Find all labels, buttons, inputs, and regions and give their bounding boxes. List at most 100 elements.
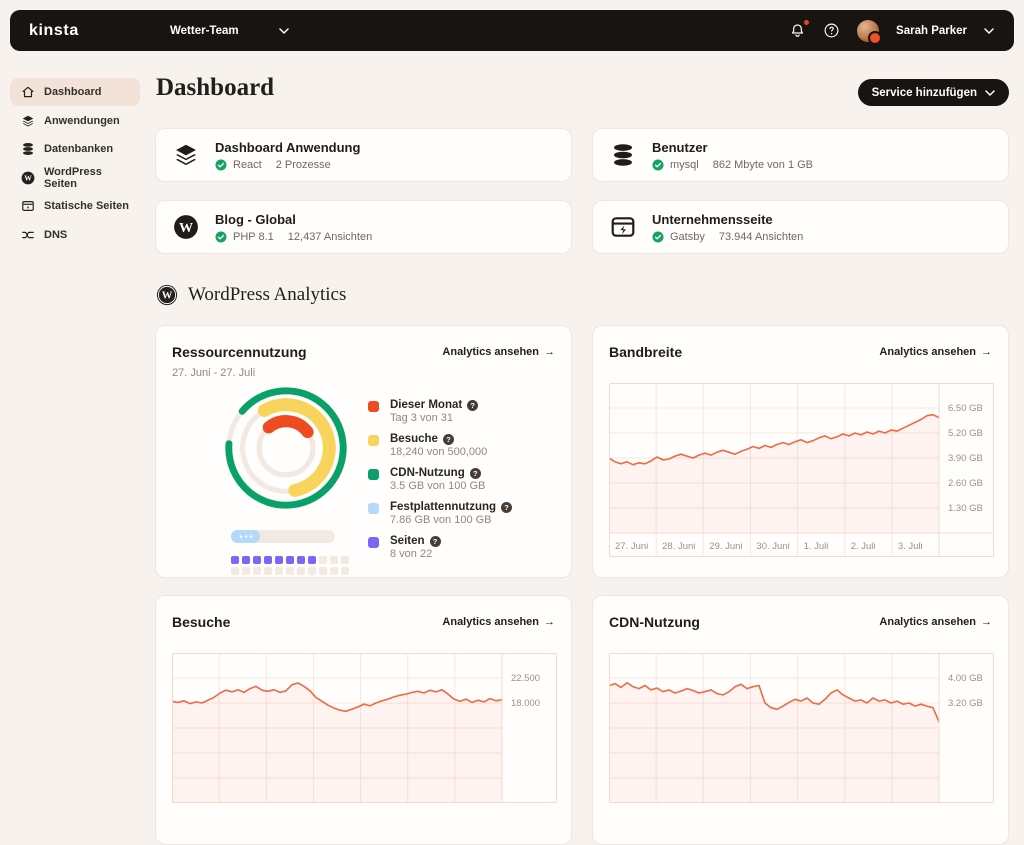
team-selector[interactable]: Wetter-Team: [170, 25, 289, 37]
sidebar-item-statische-seiten[interactable]: Statische Seiten: [10, 192, 140, 220]
help-icon[interactable]: ?: [429, 535, 441, 547]
add-service-button[interactable]: Service hinzufügen: [857, 79, 1009, 106]
legend-item: Besuche? 18,240 von 500,000: [368, 433, 512, 458]
arrow-right-icon: →: [981, 616, 992, 628]
avatar[interactable]: [857, 19, 883, 45]
legend-label: Besuche: [390, 433, 438, 445]
help-button[interactable]: [823, 22, 840, 39]
page-dot: [231, 567, 239, 575]
pages-dots: [231, 556, 353, 575]
legend-item: CDN-Nutzung? 3.5 GB von 100 GB: [368, 467, 512, 492]
analytics-section-title: WordPress Analytics: [188, 284, 347, 305]
chevron-down-icon[interactable]: [984, 27, 994, 34]
arrow-right-icon: →: [981, 346, 992, 358]
card-title: Ressourcennutzung: [172, 344, 307, 360]
static-site-icon: [609, 214, 637, 240]
sidebar-item-label: DNS: [44, 228, 68, 241]
help-icon[interactable]: ?: [467, 399, 479, 411]
legend-detail: 7.86 GB von 100 GB: [390, 514, 492, 526]
page-dot: [264, 567, 272, 575]
legend-swatch: [368, 469, 379, 480]
arrow-right-icon: →: [544, 616, 555, 628]
page-dot: [264, 556, 272, 564]
analytics-link[interactable]: Analytics ansehen →: [879, 346, 992, 358]
legend-item: Dieser Monat? Tag 3 von 31: [368, 399, 512, 424]
legend-label: CDN-Nutzung: [390, 467, 465, 479]
sidebar-item-datenbanken[interactable]: Datenbanken: [10, 135, 140, 163]
add-service-label: Service hinzufügen: [871, 86, 977, 99]
static-site-icon: [20, 199, 35, 213]
sidebar: Dashboard Anwendungen Datenbanken W Word…: [10, 78, 140, 249]
analytics-link[interactable]: Analytics ansehen →: [879, 616, 992, 628]
topbar: kinsta Wetter-Team Sarah Parker: [10, 10, 1014, 51]
sidebar-item-anwendungen[interactable]: Anwendungen: [10, 107, 140, 135]
svg-text:W: W: [24, 173, 32, 182]
wordpress-icon: W: [172, 214, 200, 240]
page-dot: [286, 567, 294, 575]
help-icon[interactable]: ?: [501, 501, 513, 513]
analytics-link[interactable]: Analytics ansehen →: [442, 346, 555, 358]
topbar-right: Sarah Parker: [789, 19, 1014, 45]
legend-item: Festplattennutzung? 7.86 GB von 100 GB: [368, 501, 513, 526]
bell-icon: [791, 23, 804, 37]
service-meta: 12,437 Ansichten: [287, 230, 373, 243]
svg-text:2. Juli: 2. Juli: [851, 541, 876, 552]
resource-donut-chart: [225, 387, 347, 509]
page-dot: [253, 567, 261, 575]
page-dot: [297, 556, 305, 564]
analytics-link-label: Analytics ansehen: [442, 346, 539, 358]
page-dot: [242, 556, 250, 564]
sidebar-item-dns[interactable]: DNS: [10, 221, 140, 249]
arrow-right-icon: →: [544, 346, 555, 358]
page-dot: [330, 567, 338, 575]
help-icon[interactable]: ?: [442, 433, 454, 445]
service-status: Gatsby: [670, 230, 705, 243]
legend-detail: 3.5 GB von 100 GB: [390, 480, 486, 492]
page-dot: [330, 556, 338, 564]
help-icon[interactable]: ?: [469, 467, 481, 479]
sidebar-item-dashboard[interactable]: Dashboard: [10, 78, 140, 106]
bandwidth-line-chart: 6.50 GB 5.20 GB 3.90 GB 2.60 GB 1.30 GB 27. J…: [609, 383, 994, 557]
service-card-unternehmensseite[interactable]: Unternehmensseite Gatsby 73.944 Ansichte…: [592, 200, 1009, 254]
service-card-blog-global[interactable]: W Blog - Global PHP 8.1 12,437 Ansichten: [155, 200, 572, 254]
database-icon: [609, 142, 637, 168]
analytics-cards-top: Ressourcennutzung Analytics ansehen → 27…: [155, 325, 1009, 578]
analytics-link-label: Analytics ansehen: [442, 616, 539, 628]
status-ok-icon: [215, 231, 227, 242]
service-card-benutzer[interactable]: Benutzer mysql 862 Mbyte von 1 GB: [592, 128, 1009, 182]
home-icon: [20, 85, 35, 99]
sidebar-item-label: Statische Seiten: [44, 200, 129, 212]
page-dot: [308, 556, 316, 564]
legend-detail: 18,240 von 500,000: [390, 446, 488, 458]
chevron-down-icon: [985, 89, 995, 96]
analytics-cards-bottom: Besuche Analytics ansehen → 22.500 18.000…: [155, 595, 1009, 845]
bandwidth-card: Bandbreite Analytics ansehen → 6.50 GB 5.…: [592, 325, 1009, 578]
legend-swatch: [368, 435, 379, 446]
resource-usage-card: Ressourcennutzung Analytics ansehen → 27…: [155, 325, 572, 578]
service-card-title: Dashboard Anwendung: [215, 139, 361, 155]
notifications-button[interactable]: [789, 19, 810, 40]
card-title: Besuche: [172, 614, 231, 630]
svg-text:5.20 GB: 5.20 GB: [948, 428, 983, 439]
visits-card: Besuche Analytics ansehen → 22.500 18.000: [155, 595, 572, 845]
svg-text:22.500: 22.500: [511, 673, 540, 684]
legend-swatch: [368, 503, 379, 514]
sidebar-item-wordpress-seiten[interactable]: W WordPress Seiten: [10, 164, 140, 192]
sidebar-item-label: Dashboard: [44, 86, 102, 98]
svg-text:2.60 GB: 2.60 GB: [948, 478, 983, 489]
service-meta: 73.944 Ansichten: [718, 230, 804, 243]
legend-item: Seiten? 8 von 22: [368, 535, 512, 560]
analytics-link[interactable]: Analytics ansehen →: [442, 616, 555, 628]
service-card-dashboard-anwendung[interactable]: Dashboard Anwendung React 2 Prozesse: [155, 128, 572, 182]
svg-text:6.50 GB: 6.50 GB: [948, 403, 983, 414]
legend-swatch: [368, 537, 379, 548]
sidebar-item-label: Anwendungen: [44, 114, 120, 127]
question-circle-icon: [824, 23, 839, 38]
page-dot: [242, 567, 250, 575]
resource-visuals: [172, 383, 367, 575]
status-ok-icon: [652, 159, 664, 170]
layers-icon: [172, 142, 200, 168]
avatar-status-badge: [868, 30, 883, 45]
svg-text:28. Juni: 28. Juni: [662, 541, 695, 552]
page-dot: [253, 556, 261, 564]
